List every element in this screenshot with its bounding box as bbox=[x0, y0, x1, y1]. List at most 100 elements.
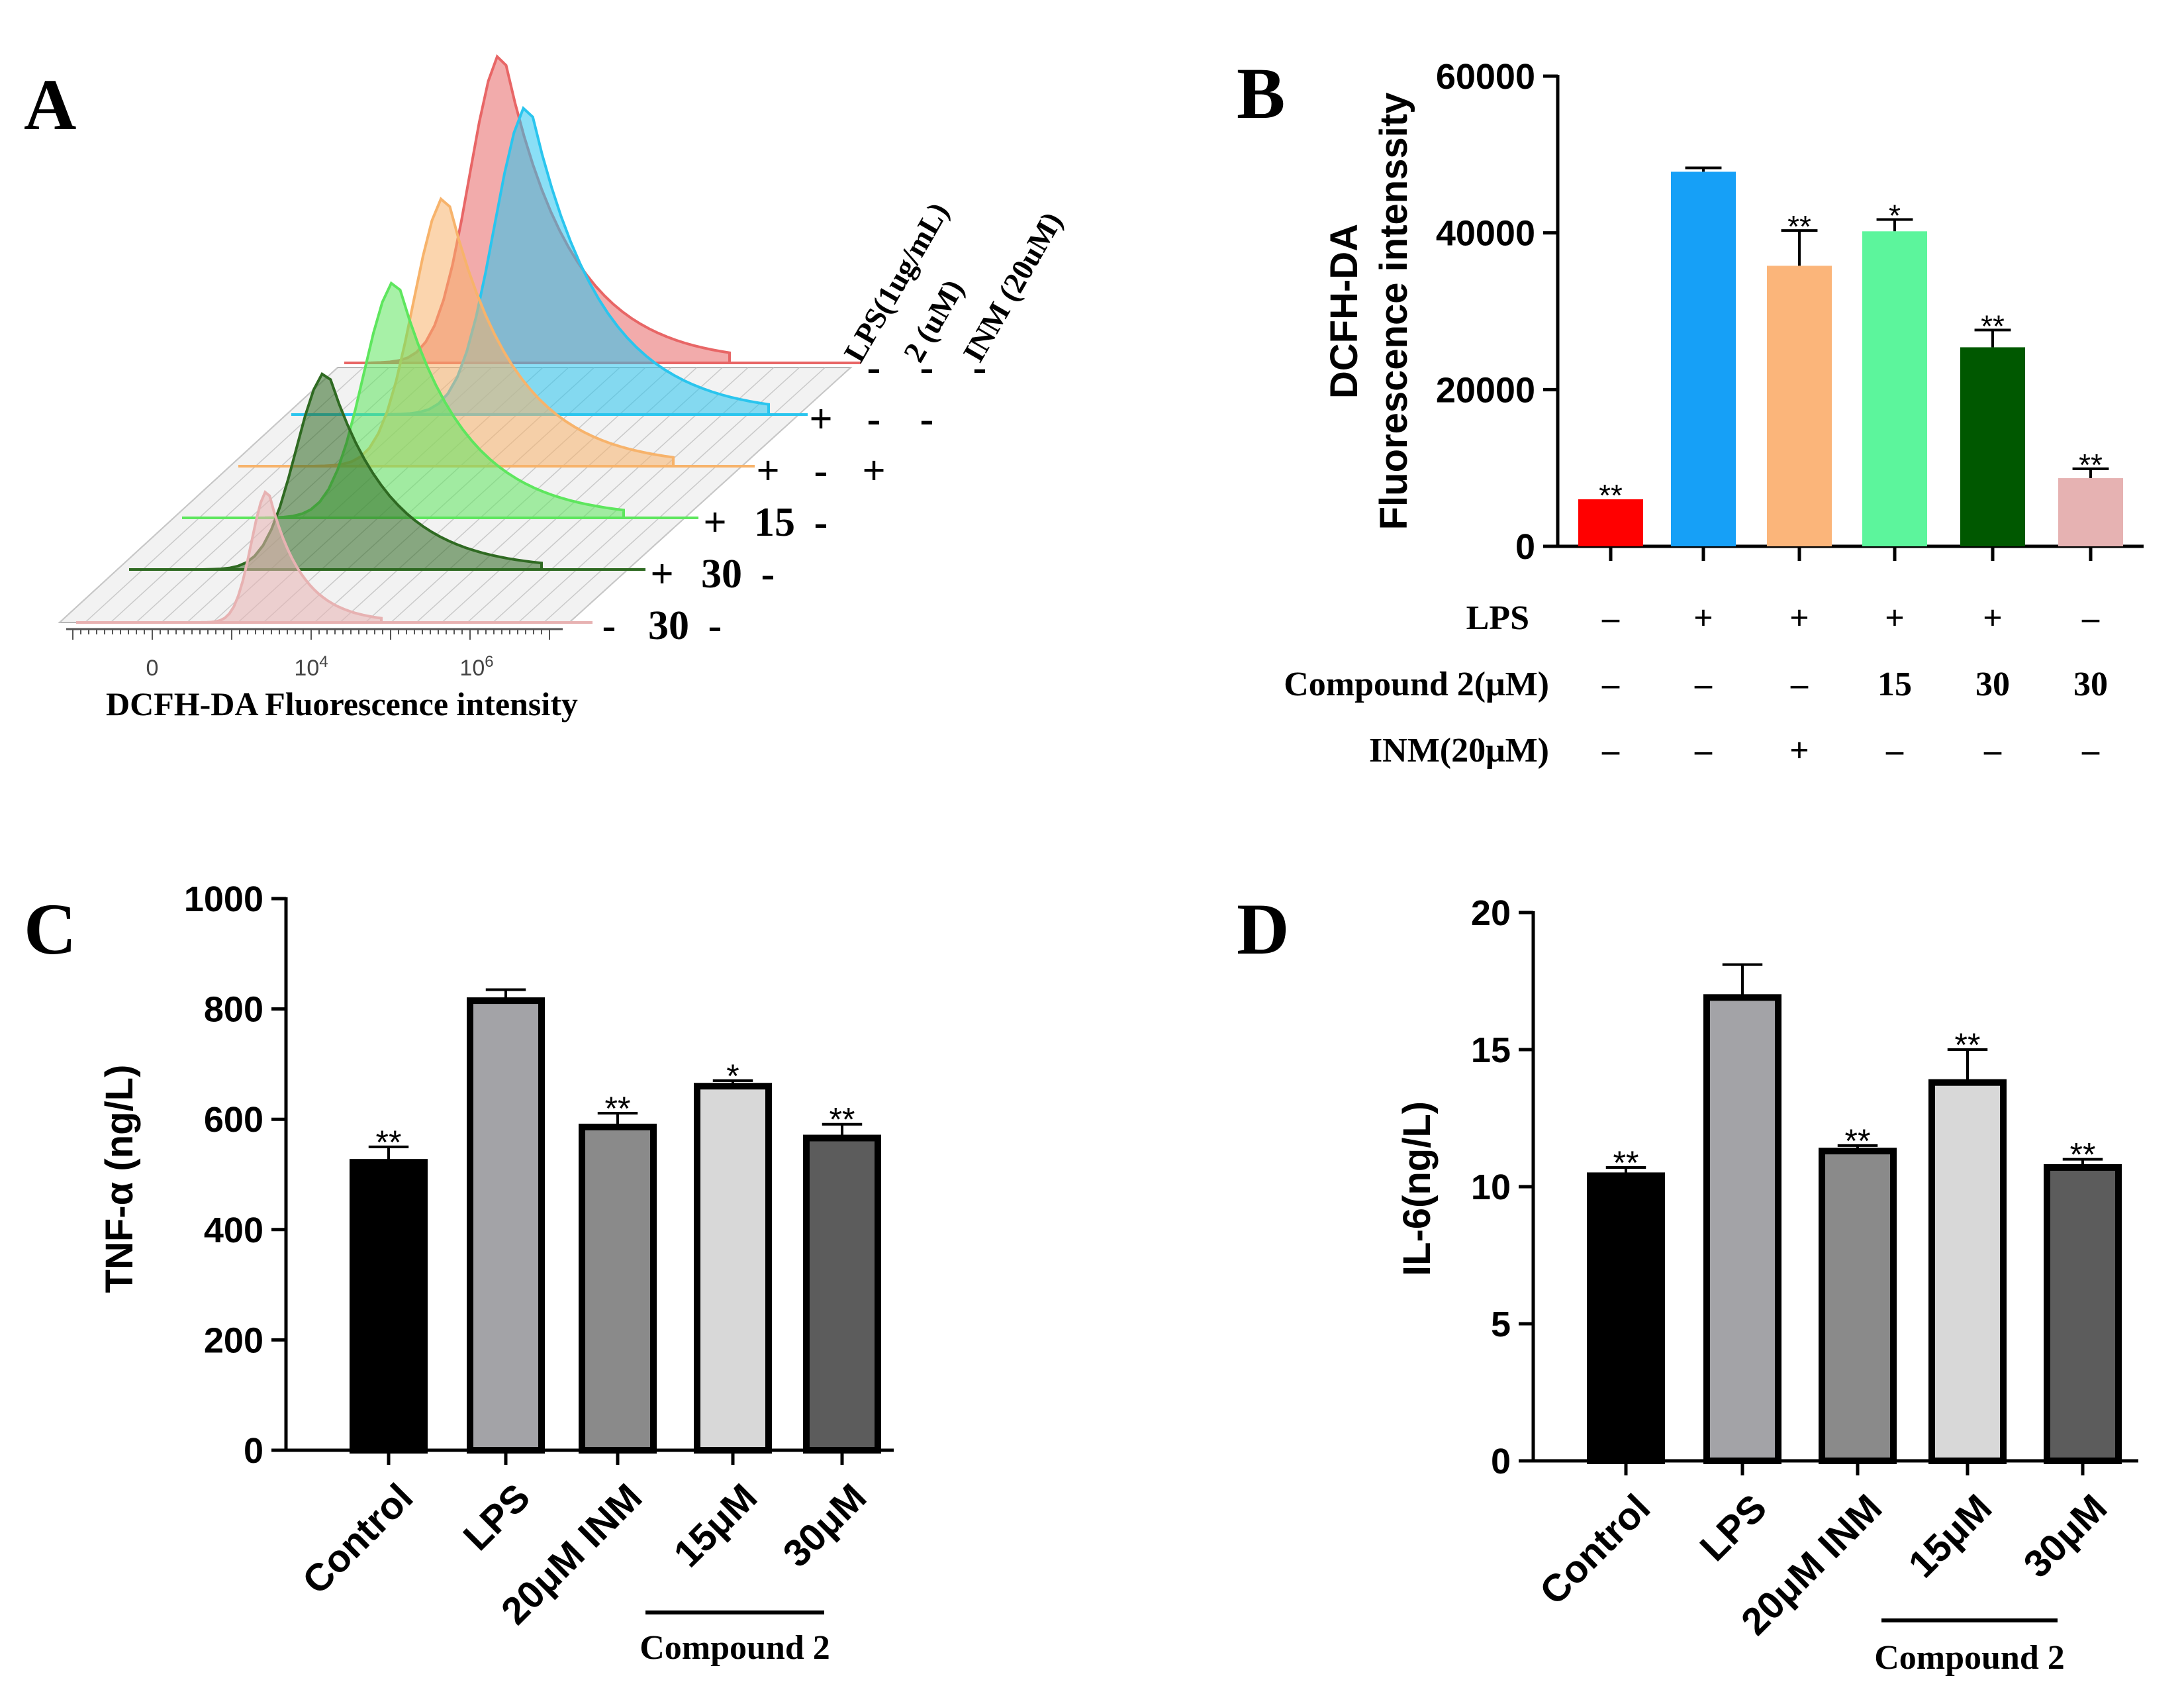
y-tick-label: 800 bbox=[204, 990, 263, 1030]
y-axis-title: IL-6(ng/L) bbox=[1396, 1101, 1439, 1276]
y-axis-title-line1: DCFH-DA bbox=[1323, 224, 1366, 399]
bar bbox=[350, 1159, 428, 1454]
bar bbox=[1767, 266, 1832, 546]
condition-cell: – bbox=[1694, 666, 1713, 703]
panel-letter-d: D bbox=[1237, 889, 1289, 969]
bar bbox=[803, 1134, 881, 1454]
condition-cell: 30 bbox=[2073, 666, 2108, 703]
x-category-label: 30μM bbox=[775, 1475, 875, 1575]
floor-grid-line bbox=[59, 367, 338, 623]
bar bbox=[1960, 347, 2025, 546]
y-tick-label: 0 bbox=[1491, 1442, 1511, 1481]
condition-value: + bbox=[650, 552, 673, 597]
condition-value: - bbox=[973, 345, 987, 390]
significance-marker: ** bbox=[830, 1101, 855, 1138]
y-tick-label: 400 bbox=[204, 1211, 263, 1250]
condition-cell: + bbox=[1789, 732, 1809, 769]
condition-cell: 30 bbox=[1975, 666, 2010, 703]
bar bbox=[1587, 1172, 1665, 1464]
condition-cell: – bbox=[2081, 599, 2100, 637]
floor-grid-line bbox=[543, 367, 826, 623]
condition-cell: – bbox=[1694, 732, 1713, 769]
x-category-label: LPS bbox=[455, 1475, 538, 1559]
condition-cell: – bbox=[2081, 732, 2100, 769]
floor-grid-line bbox=[569, 367, 851, 623]
significance-marker: ** bbox=[1787, 209, 1811, 244]
panel-letter-c: C bbox=[24, 889, 76, 969]
condition-value: - bbox=[814, 448, 828, 493]
condition-value: - bbox=[761, 552, 775, 597]
condition-cell: + bbox=[1983, 599, 2003, 637]
condition-value: - bbox=[867, 345, 881, 390]
significance-marker: ** bbox=[2070, 1136, 2096, 1173]
bar bbox=[579, 1123, 657, 1454]
panel-letter-b: B bbox=[1237, 53, 1285, 134]
condition-row-label: Compound 2(μM) bbox=[1284, 666, 1549, 703]
condition-cell: + bbox=[1789, 599, 1809, 637]
significance-marker: ** bbox=[376, 1124, 402, 1161]
bar bbox=[1862, 231, 1927, 546]
condition-header-label: INM (20uM) bbox=[956, 207, 1068, 368]
condition-value: + bbox=[809, 397, 832, 442]
x-category-label: Control bbox=[1531, 1486, 1658, 1613]
x-category-label: 15μM bbox=[1900, 1486, 2000, 1586]
condition-cell: – bbox=[1601, 732, 1620, 769]
y-tick-label: 20000 bbox=[1436, 370, 1535, 410]
x-category-label: 15μM bbox=[665, 1475, 765, 1575]
condition-cell: – bbox=[1601, 599, 1620, 637]
significance-marker: ** bbox=[1845, 1122, 1871, 1160]
condition-value: - bbox=[602, 603, 616, 648]
histogram-x-tick-label: 104 bbox=[294, 653, 328, 681]
significance-marker: ** bbox=[1981, 309, 2005, 343]
condition-cell: – bbox=[1790, 666, 1809, 703]
bar bbox=[694, 1083, 772, 1454]
x-category-label: LPS bbox=[1691, 1486, 1775, 1569]
y-axis-title: TNF-α (ng/L) bbox=[98, 1065, 141, 1293]
significance-marker: * bbox=[726, 1058, 739, 1095]
condition-value: 30 bbox=[648, 603, 689, 648]
compound-group-label: Compound 2 bbox=[1874, 1639, 2065, 1677]
y-tick-label: 40000 bbox=[1436, 214, 1535, 254]
condition-cell: – bbox=[1983, 732, 2002, 769]
y-axis-title-line2: Fluorescence intenssity bbox=[1372, 93, 1415, 530]
condition-value: - bbox=[920, 345, 934, 390]
condition-value: + bbox=[703, 500, 726, 545]
y-tick-label: 200 bbox=[204, 1320, 263, 1360]
condition-cell: + bbox=[1693, 599, 1713, 637]
condition-cell: – bbox=[1885, 732, 1904, 769]
histogram-x-axis-title: DCFH-DA Fluorescence intensity bbox=[106, 685, 578, 722]
y-tick-label: 10 bbox=[1471, 1167, 1511, 1207]
bar bbox=[2044, 1164, 2122, 1465]
y-tick-label: 20 bbox=[1471, 893, 1511, 933]
panel-letter-a: A bbox=[24, 64, 76, 145]
bar bbox=[1819, 1148, 1897, 1465]
bar bbox=[1703, 994, 1781, 1464]
condition-value: - bbox=[920, 397, 934, 442]
bar bbox=[1671, 172, 1736, 546]
y-tick-label: 5 bbox=[1491, 1305, 1511, 1344]
y-tick-label: 0 bbox=[1515, 527, 1535, 567]
condition-row-label: LPS bbox=[1466, 599, 1529, 637]
significance-marker: ** bbox=[2079, 448, 2103, 482]
significance-marker: ** bbox=[1613, 1144, 1639, 1181]
condition-cell: 15 bbox=[1877, 666, 1912, 703]
bar bbox=[467, 997, 545, 1454]
significance-marker: * bbox=[1889, 199, 1901, 233]
significance-marker: ** bbox=[1955, 1026, 1981, 1064]
bar bbox=[2058, 478, 2123, 546]
y-tick-label: 0 bbox=[244, 1431, 263, 1471]
condition-value: + bbox=[756, 448, 779, 493]
histogram-x-tick-label: 106 bbox=[459, 653, 493, 681]
significance-marker: ** bbox=[605, 1090, 631, 1127]
significance-marker: ** bbox=[1599, 478, 1623, 513]
histogram-30-only bbox=[201, 489, 383, 624]
condition-row-label: INM(20μM) bbox=[1369, 732, 1549, 769]
condition-value: - bbox=[814, 500, 828, 545]
condition-value: 15 bbox=[754, 500, 795, 545]
condition-value: + bbox=[862, 448, 885, 493]
